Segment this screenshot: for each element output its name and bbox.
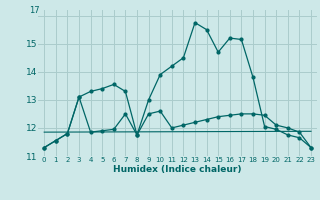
Text: 17: 17 (29, 6, 39, 15)
X-axis label: Humidex (Indice chaleur): Humidex (Indice chaleur) (113, 165, 242, 174)
